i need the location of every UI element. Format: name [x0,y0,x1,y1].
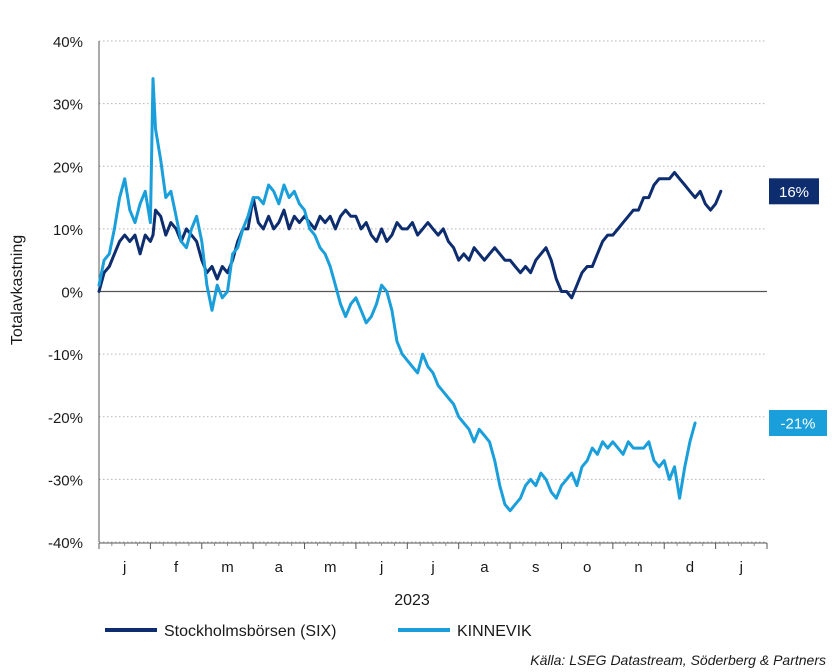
x-tick-label: o [583,559,591,576]
series-layer [97,77,723,513]
end-label-box [769,410,827,437]
end-label-box [769,178,819,205]
x-tick-label: j [122,559,126,576]
x-tick-label: a [275,559,284,576]
y-tick-label: 20% [53,159,83,176]
end-label: -21% [780,416,815,433]
x-tick-label: m [324,559,337,576]
y-tick-label: 40% [53,34,83,51]
x-tick-label: f [174,559,179,576]
y-tick-label: -30% [48,472,83,489]
y-tick-label: -20% [48,410,83,427]
series-line-six [97,171,723,300]
x-tick-label: a [480,559,489,576]
x-tick-label: n [634,559,642,576]
series-line-kinnevik [97,77,697,513]
x-tick-label: j [379,559,383,576]
end-label: 16% [779,184,809,201]
end-labels: 16% -21% [769,178,827,437]
y-axis-title: Totalavkastning [9,235,26,345]
x-tick-label: d [686,559,694,576]
y-tick-label: -40% [48,535,83,552]
x-axis-title: 2023 [394,592,430,609]
x-tick-label: j [430,559,434,576]
y-tick-label: -10% [48,347,83,364]
legend: Stockholmsbörsen (SIX) KINNEVIK [105,623,532,640]
y-tick-label: 30% [53,97,83,114]
legend-label-kinnevik: KINNEVIK [457,623,532,640]
x-tick-label: s [532,559,540,576]
legend-label-six: Stockholmsbörsen (SIX) [164,623,337,640]
x-tick-label: m [221,559,234,576]
y-tick-label: 0% [61,285,83,302]
y-tick-label: 10% [53,222,83,239]
x-tick-label: j [739,559,743,576]
source-note: Källa: LSEG Datastream, Söderberg & Part… [530,652,826,668]
y-axis: 40% 30% 20% 10% 0% -10% -20% -30% -40% [48,34,83,552]
